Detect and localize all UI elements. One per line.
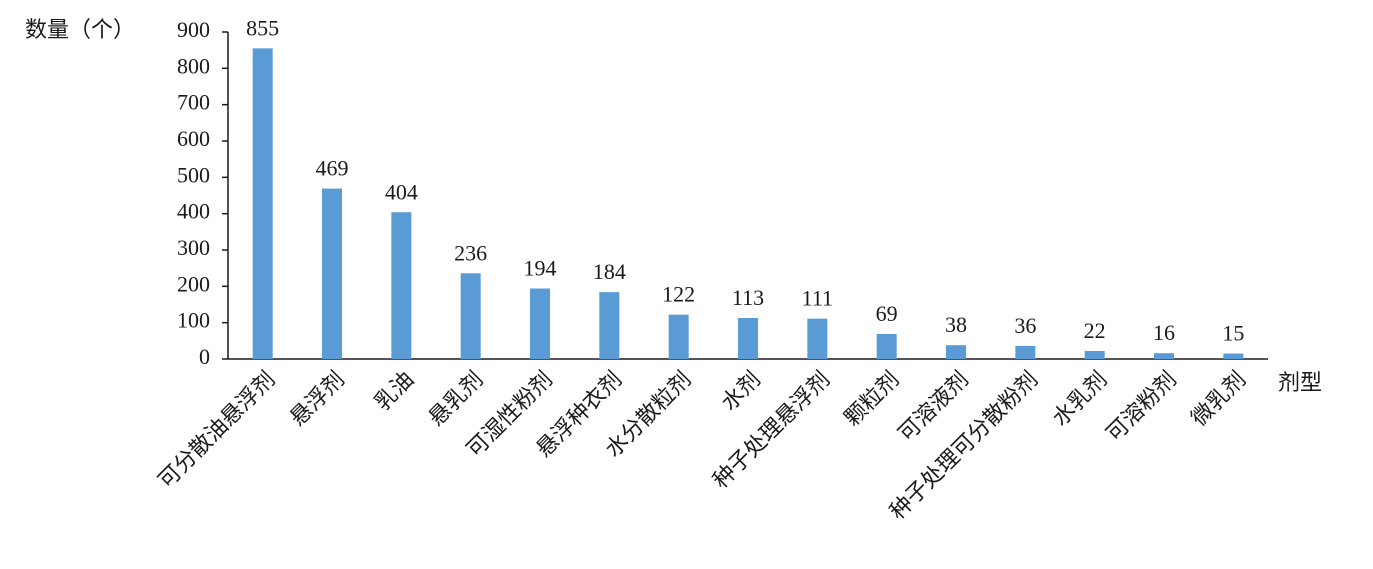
- x-axis-label: 剂型: [1278, 370, 1322, 395]
- data-label: 194: [524, 256, 557, 281]
- data-label: 404: [385, 179, 418, 204]
- x-tick-label: 种子处理悬浮剂: [708, 366, 835, 493]
- y-tick-label: 500: [177, 162, 210, 187]
- data-label: 111: [802, 286, 833, 311]
- x-tick-label: 可分散油悬浮剂: [153, 366, 280, 493]
- bar: [946, 345, 966, 359]
- y-tick-label: 800: [177, 53, 210, 78]
- bar: [1084, 351, 1105, 359]
- data-label: 69: [876, 301, 898, 326]
- y-tick-label: 100: [177, 308, 210, 333]
- data-label: 122: [662, 282, 695, 307]
- x-tick-label: 颗粒剂: [839, 366, 903, 430]
- y-tick-label: 200: [177, 271, 210, 296]
- bar: [460, 273, 481, 359]
- data-label: 38: [945, 312, 967, 337]
- x-tick-label: 可溶粉剂: [1101, 366, 1181, 446]
- data-label: 855: [246, 15, 279, 40]
- y-tick-label: 400: [177, 199, 210, 224]
- data-label: 469: [316, 156, 349, 181]
- bar: [668, 314, 689, 359]
- data-label: 36: [1014, 313, 1036, 338]
- y-tick-label: 600: [177, 126, 210, 151]
- x-tick-label: 微乳剂: [1186, 366, 1250, 430]
- y-axis-label: 数量（个）: [25, 17, 135, 42]
- y-tick-label: 0: [199, 344, 210, 369]
- bar: [1154, 353, 1174, 359]
- y-tick-label: 300: [177, 235, 210, 260]
- bar: [738, 317, 758, 359]
- data-label: 15: [1222, 321, 1244, 346]
- x-tick-label: 水乳剂: [1047, 366, 1111, 430]
- bar: [1223, 353, 1244, 359]
- x-tick-label: 悬乳剂: [423, 366, 487, 430]
- bar: [599, 292, 620, 359]
- bar: [876, 333, 897, 359]
- x-tick-label: 乳油: [370, 366, 419, 415]
- bar: [1015, 345, 1036, 359]
- y-tick-label: 900: [177, 17, 210, 42]
- data-label: 113: [732, 285, 764, 310]
- x-tick-label: 水剂: [716, 366, 765, 415]
- bar: [322, 188, 342, 359]
- data-label: 184: [593, 259, 626, 284]
- x-tick-label: 悬浮剂: [285, 366, 349, 430]
- bar: [530, 288, 550, 359]
- y-tick-label: 700: [177, 90, 210, 115]
- data-label: 22: [1084, 318, 1106, 343]
- bar: [807, 318, 828, 359]
- bar: [252, 48, 273, 359]
- bar: [391, 212, 412, 359]
- data-label: 236: [454, 240, 487, 265]
- data-label: 16: [1153, 320, 1175, 345]
